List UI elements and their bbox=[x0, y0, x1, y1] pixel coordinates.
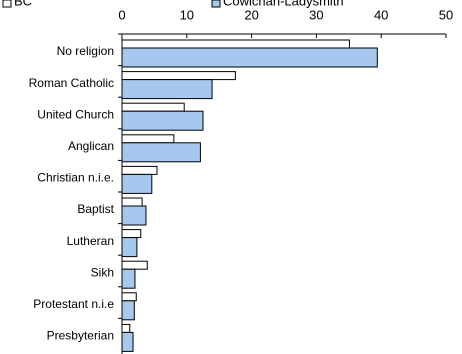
legend-label: BC bbox=[14, 0, 32, 8]
bar bbox=[121, 134, 175, 144]
bar bbox=[121, 110, 204, 131]
bar bbox=[121, 102, 185, 112]
y-tick-label: Baptist bbox=[77, 202, 114, 216]
y-tick-label: Christian n.i.e. bbox=[37, 171, 114, 185]
bar bbox=[121, 47, 378, 68]
bar bbox=[121, 323, 131, 333]
y-tick-label: Roman Catholic bbox=[29, 76, 114, 90]
bar bbox=[121, 79, 213, 100]
bar bbox=[121, 237, 138, 258]
y-tick-label: Anglican bbox=[68, 139, 114, 153]
y-tick-label: Protestant n.i.e bbox=[33, 297, 114, 311]
legend-swatch bbox=[2, 0, 12, 8]
bar bbox=[121, 292, 137, 302]
bar bbox=[121, 197, 143, 207]
x-tick-label: 20 bbox=[244, 7, 258, 22]
y-tick-label: Sikh bbox=[91, 265, 114, 279]
legend-swatch bbox=[211, 0, 221, 8]
y-tick-label: United Church bbox=[37, 107, 114, 121]
y-tick-label: No religion bbox=[57, 44, 114, 58]
bar bbox=[121, 205, 147, 226]
bar bbox=[121, 165, 158, 175]
bar bbox=[121, 39, 350, 49]
legend-label: Cowichan-Ladysmith bbox=[223, 0, 344, 8]
bar bbox=[121, 268, 136, 289]
bar bbox=[121, 173, 153, 194]
bar bbox=[121, 331, 134, 352]
bar bbox=[121, 229, 142, 239]
x-tick-label: 0 bbox=[118, 7, 125, 22]
x-tick-label: 50 bbox=[439, 7, 453, 22]
bar bbox=[121, 260, 148, 270]
bar bbox=[121, 71, 236, 81]
y-tick-label: Lutheran bbox=[67, 234, 114, 248]
x-tick-label: 40 bbox=[374, 7, 388, 22]
y-tick-label: Presbyterian bbox=[47, 329, 114, 343]
x-tick-label: 30 bbox=[309, 7, 323, 22]
bar bbox=[121, 300, 135, 321]
x-tick-label: 10 bbox=[180, 7, 194, 22]
bar bbox=[121, 142, 201, 163]
